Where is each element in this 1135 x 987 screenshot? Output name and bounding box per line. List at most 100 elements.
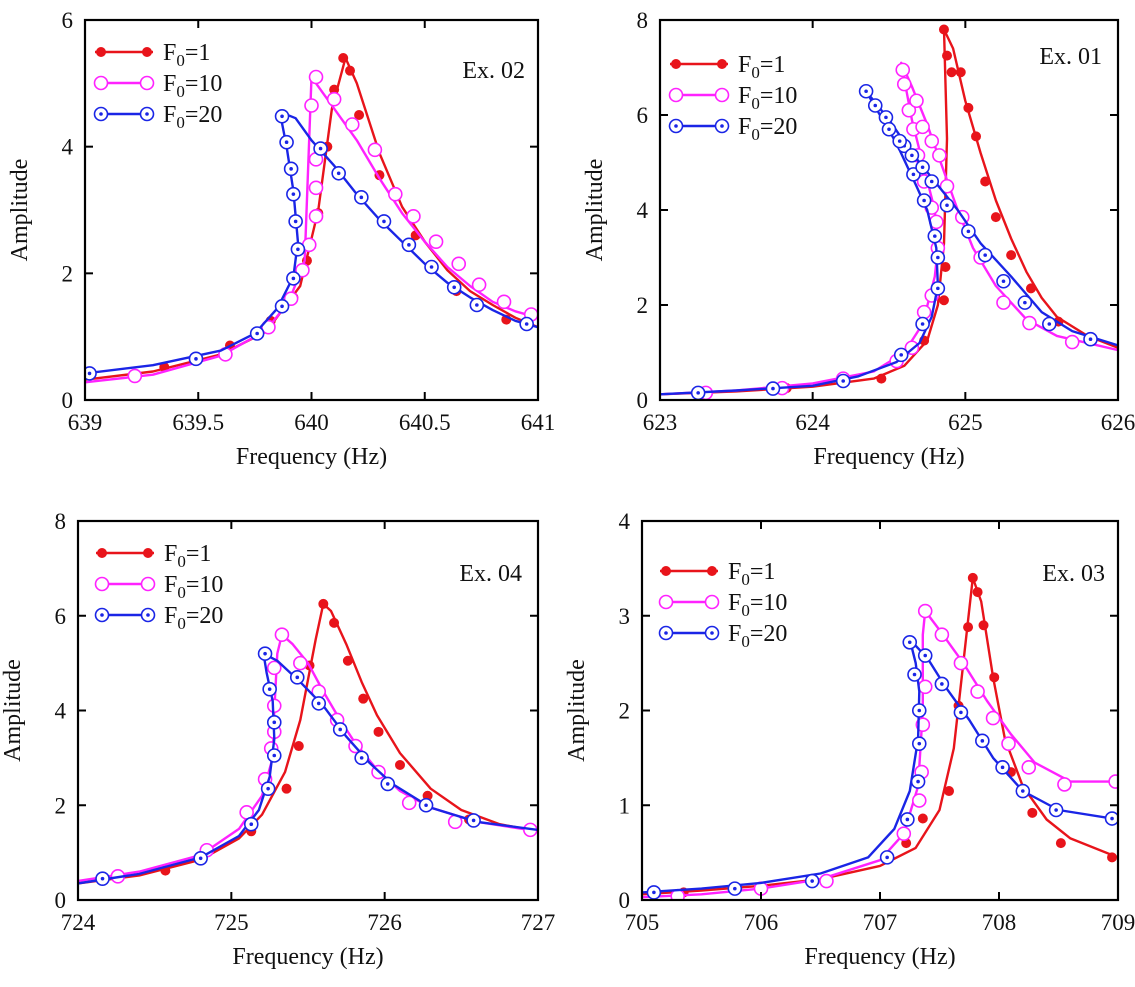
data-point [911,703,927,718]
legend-item: F0=20 [668,114,797,144]
data-point [283,161,299,177]
series-line [78,633,538,883]
data-point [376,214,392,229]
data-point [917,679,933,695]
data-point [946,67,957,78]
data-point [940,262,951,272]
data-point [916,304,932,320]
data-point [727,881,743,896]
data-point [1064,334,1080,350]
data-point [308,69,324,85]
data-point [428,234,444,249]
legend-label: F0=1 [164,541,211,571]
data-point [909,93,924,109]
y-tick-label: 8 [55,509,67,534]
x-tick-label: 706 [744,910,779,935]
x-tick-label: 639.5 [172,410,224,435]
legend-marker [668,118,684,134]
legend-marker [658,625,674,641]
x-tick-label: 707 [863,910,898,935]
x-axis-label: Frequency (Hz) [813,444,964,470]
x-tick-label: 623 [643,410,678,435]
chart-panel-1: 639 639.5 640 640.5 641 0 2 4 6 Frequency (Hz) Amp… [7,8,555,470]
legend-marker [96,47,106,57]
panel-annotation: Ex. 03 [1042,561,1105,587]
data-point [401,237,417,253]
data-point [911,736,927,751]
data-point [288,214,303,229]
data-point [985,710,1001,726]
y-tick-label: 2 [62,261,74,286]
data-point [249,326,265,341]
data-point [332,722,348,737]
data-point [967,572,978,583]
plot-area [642,572,1118,900]
y-tick-label: 4 [55,699,67,724]
legend-marker [97,548,107,558]
legend-marker [714,118,730,134]
y-tick-label: 4 [619,509,631,534]
data-point [313,141,328,156]
legend-item: F0=20 [93,102,222,132]
legend-item: F0=1 [95,40,210,70]
legend-marker [94,607,110,623]
series-line [78,602,538,885]
data-point [942,50,953,61]
y-tick-label: 4 [637,198,649,223]
data-point [996,295,1011,310]
legend-label: F0=20 [164,603,223,633]
data-point [295,262,310,278]
chart-panel-3: 724 725 726 727 0 2 4 6 8 Frequency (Hz) Amplitude… [0,509,555,970]
data-point [927,228,943,244]
legend-marker [142,47,152,57]
data-point [380,776,396,792]
legend-marker [93,75,109,91]
data-point [876,373,887,384]
y-axis-label: Amplitude [0,659,26,762]
y-tick-label: 2 [637,293,649,318]
series-line [78,652,538,885]
x-axis-label: Frequency (Hz) [236,444,387,470]
data-point [329,617,340,628]
y-tick-label: 1 [619,793,631,818]
data-point [930,250,946,265]
data-point [893,347,909,363]
data-point [904,148,920,163]
legend-marker [143,548,153,558]
data-point [274,298,290,314]
data-point [646,885,662,900]
data-point [257,646,273,661]
data-point [1021,760,1037,775]
data-point [286,271,301,286]
legend-marker [139,75,155,91]
plot-area [85,53,538,384]
data-point [519,316,534,332]
x-tick-label: 709 [1101,910,1135,935]
data-point [961,224,976,239]
y-tick-label: 8 [637,8,649,33]
data-point [953,655,969,671]
data-point [395,759,405,770]
data-point [304,98,319,113]
series-line [660,61,1118,396]
x-tick-label: 640 [294,410,329,435]
data-point [915,159,930,175]
data-point [932,148,947,163]
data-point [281,783,292,794]
y-axis-label: Amplitude [582,159,608,262]
data-point [290,241,306,257]
series-line [642,609,1118,899]
legend-item: F0=1 [660,559,775,589]
y-tick-label: 2 [55,793,67,818]
legend-label: F0=10 [163,71,222,101]
panel-annotation: Ex. 01 [1039,44,1102,70]
data-point [466,813,481,828]
data-point [879,850,895,865]
data-point [963,102,974,113]
data-point [1022,315,1037,331]
data-point [917,603,933,619]
legend-item: F0=20 [658,621,787,651]
data-point [331,165,346,181]
series-1 [78,598,538,885]
